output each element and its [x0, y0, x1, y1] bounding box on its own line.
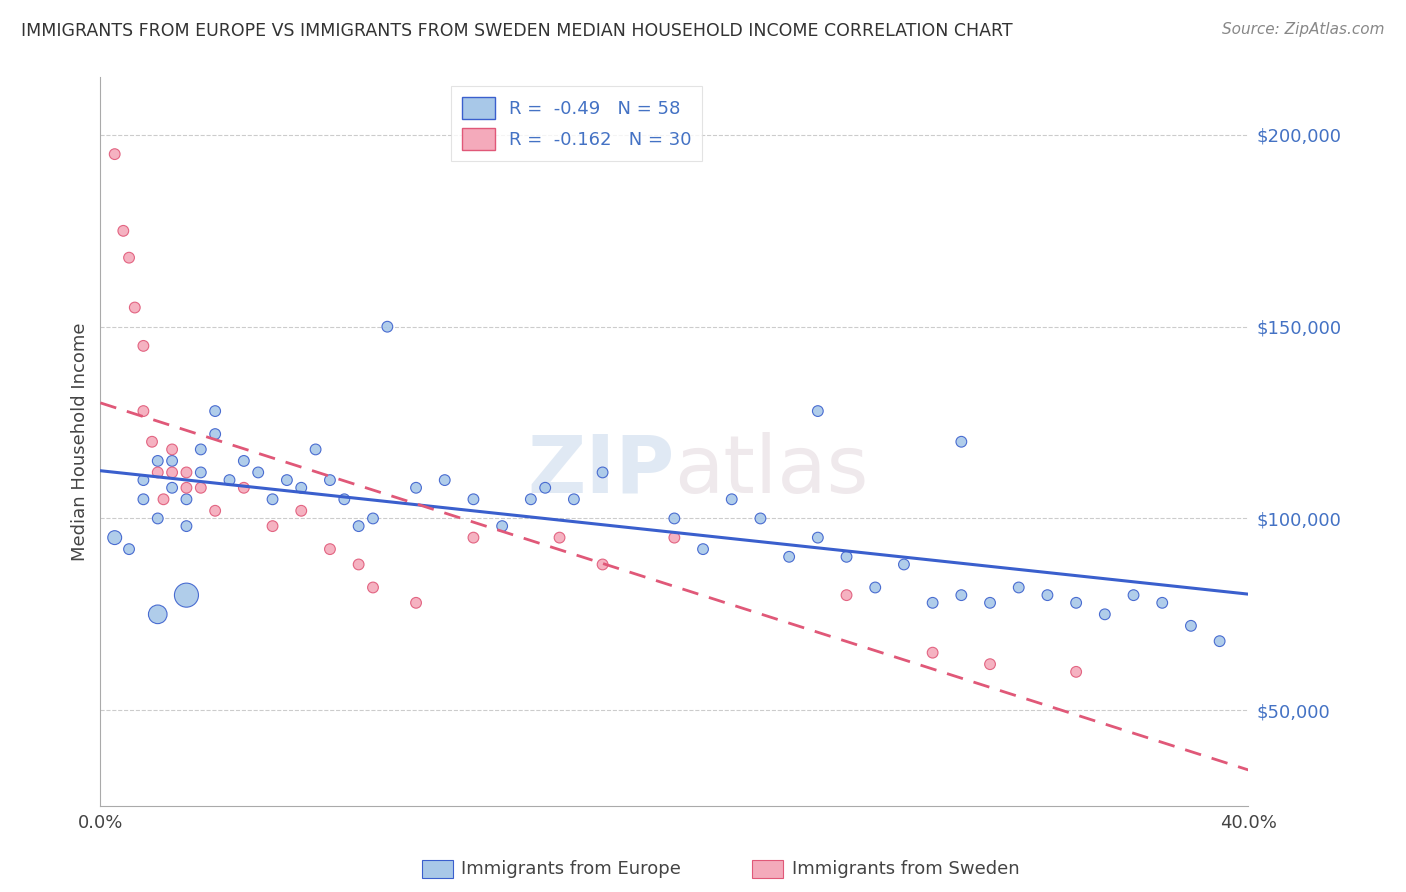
Point: [835, 549, 858, 564]
Point: [190, 481, 212, 495]
Point: [104, 147, 127, 161]
Point: [1094, 607, 1116, 622]
Point: [1036, 588, 1059, 602]
Legend: R =  -0.49   N = 58, R =  -0.162   N = 30: R = -0.49 N = 58, R = -0.162 N = 30: [451, 87, 703, 161]
Point: [979, 657, 1001, 672]
Point: [132, 339, 155, 353]
Point: [1180, 619, 1202, 633]
Point: [592, 558, 614, 572]
Point: [290, 504, 312, 518]
Text: IMMIGRANTS FROM EUROPE VS IMMIGRANTS FROM SWEDEN MEDIAN HOUSEHOLD INCOME CORRELA: IMMIGRANTS FROM EUROPE VS IMMIGRANTS FRO…: [21, 22, 1012, 40]
Point: [375, 319, 398, 334]
Text: Immigrants from Sweden: Immigrants from Sweden: [792, 860, 1019, 878]
Text: atlas: atlas: [675, 432, 869, 510]
Text: Source: ZipAtlas.com: Source: ZipAtlas.com: [1222, 22, 1385, 37]
Point: [160, 442, 183, 457]
Point: [132, 404, 155, 418]
Point: [262, 519, 284, 533]
Point: [692, 542, 714, 557]
Text: Immigrants from Europe: Immigrants from Europe: [461, 860, 681, 878]
Point: [160, 454, 183, 468]
Point: [950, 434, 973, 449]
Point: [118, 542, 141, 557]
Point: [1064, 665, 1087, 679]
Point: [190, 442, 212, 457]
Point: [319, 542, 342, 557]
Point: [921, 596, 943, 610]
Point: [405, 481, 427, 495]
Point: [749, 511, 772, 525]
Point: [664, 531, 686, 545]
Point: [141, 434, 163, 449]
Point: [319, 473, 342, 487]
Point: [204, 427, 226, 442]
Point: [146, 511, 169, 525]
Point: [433, 473, 456, 487]
Point: [204, 504, 226, 518]
Point: [463, 531, 485, 545]
Point: [807, 404, 830, 418]
Point: [232, 454, 254, 468]
Point: [290, 481, 312, 495]
Point: [152, 492, 174, 507]
Point: [176, 519, 198, 533]
Point: [1064, 596, 1087, 610]
Point: [835, 588, 858, 602]
Point: [232, 481, 254, 495]
Point: [405, 596, 427, 610]
Point: [190, 466, 212, 480]
Point: [950, 588, 973, 602]
Point: [276, 473, 298, 487]
Point: [146, 607, 169, 622]
Point: [262, 492, 284, 507]
Point: [112, 224, 135, 238]
Point: [146, 454, 169, 468]
Point: [304, 442, 326, 457]
Point: [534, 481, 557, 495]
Point: [1008, 581, 1031, 595]
Point: [865, 581, 887, 595]
Point: [176, 492, 198, 507]
Point: [347, 519, 370, 533]
Point: [361, 581, 384, 595]
Point: [104, 531, 127, 545]
Point: [807, 531, 830, 545]
Point: [778, 549, 800, 564]
Point: [979, 596, 1001, 610]
Point: [118, 251, 141, 265]
Point: [921, 646, 943, 660]
Point: [176, 588, 198, 602]
Point: [160, 481, 183, 495]
Point: [562, 492, 585, 507]
Point: [1152, 596, 1174, 610]
Point: [463, 492, 485, 507]
Point: [1122, 588, 1144, 602]
Point: [347, 558, 370, 572]
Point: [146, 466, 169, 480]
Point: [247, 466, 270, 480]
Point: [160, 466, 183, 480]
Point: [1208, 634, 1230, 648]
Point: [548, 531, 571, 545]
Point: [132, 473, 155, 487]
Point: [491, 519, 513, 533]
Point: [592, 466, 614, 480]
Point: [176, 466, 198, 480]
Point: [664, 511, 686, 525]
Point: [720, 492, 742, 507]
Text: ZIP: ZIP: [527, 432, 675, 510]
Point: [176, 481, 198, 495]
Y-axis label: Median Household Income: Median Household Income: [72, 323, 89, 561]
Point: [218, 473, 240, 487]
Point: [124, 301, 146, 315]
Point: [520, 492, 543, 507]
Point: [132, 492, 155, 507]
Point: [333, 492, 356, 507]
Point: [361, 511, 384, 525]
Point: [893, 558, 915, 572]
Point: [204, 404, 226, 418]
